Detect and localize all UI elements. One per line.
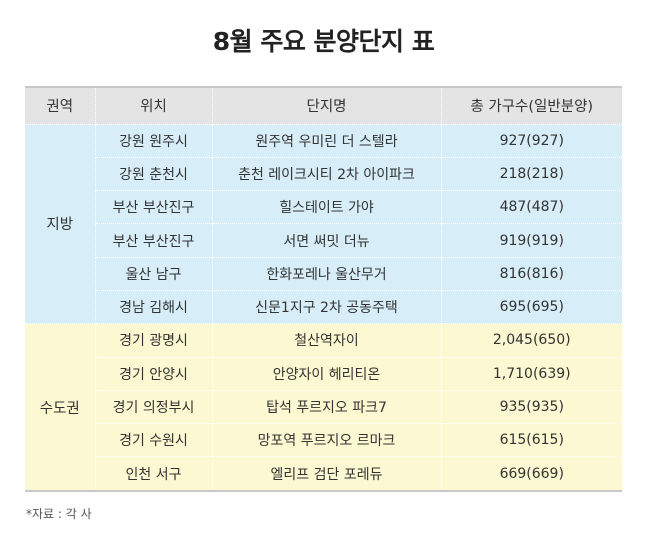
table-header-row: 권역 위치 단지명 총 가구수(일반분양) [25, 88, 622, 124]
households-cell: 935(935) [440, 389, 622, 424]
presale-table: 권역 위치 단지명 총 가구수(일반분양) 지방 강원 원주시 원주역 우미린 … [25, 86, 622, 493]
complex-cell: 원주역 우미린 더 스텔라 [211, 123, 441, 158]
table-row: 경기 수원시 망포역 푸르지오 르마크 615(615) [25, 423, 622, 457]
location-cell: 부산 부산진구 [94, 223, 212, 258]
table-row: 인천 서구 엘리프 검단 포레듀 669(669) [25, 456, 622, 491]
table-row: 부산 부산진구 서면 써밋 더뉴 919(919) [25, 223, 622, 258]
location-cell: 경기 수원시 [94, 423, 212, 457]
location-cell: 울산 남구 [94, 256, 212, 291]
table-row: 경기 안양시 안양자이 헤리티온 1,710(639) [25, 356, 622, 391]
complex-cell: 한화포레나 울산무거 [211, 256, 441, 291]
page-title: 8월 주요 분양단지 표 [212, 27, 435, 56]
location-cell: 강원 춘천시 [94, 156, 212, 191]
complex-cell: 춘천 레이크시티 2차 아이파크 [211, 156, 441, 191]
region-cell-metro: 수도권 [25, 323, 95, 491]
location-cell: 경기 광명시 [94, 323, 212, 358]
complex-cell: 서면 써밋 더뉴 [211, 223, 441, 258]
households-cell: 919(919) [440, 223, 622, 258]
header-location: 위치 [94, 88, 212, 124]
households-cell: 2,045(650) [440, 323, 622, 358]
table-row: 경남 김해시 신문1지구 2차 공동주택 695(695) [25, 289, 622, 324]
location-cell: 부산 부산진구 [94, 190, 212, 224]
households-cell: 487(487) [440, 190, 622, 224]
header-households: 총 가구수(일반분양) [440, 88, 622, 124]
table-row: 강원 춘천시 춘천 레이크시티 2차 아이파크 218(218) [25, 156, 622, 191]
complex-cell: 철산역자이 [211, 323, 441, 358]
table-row: 수도권 경기 광명시 철산역자이 2,045(650) [25, 323, 622, 491]
table-row: 울산 남구 한화포레나 울산무거 816(816) [25, 256, 622, 291]
households-cell: 218(218) [440, 156, 622, 191]
header-region: 권역 [25, 88, 95, 124]
table-row: 경기 의정부시 탑석 푸르지오 파크7 935(935) [25, 389, 622, 424]
header-complex: 단지명 [211, 88, 441, 124]
table-row: 부산 부산진구 힐스테이트 가야 487(487) [25, 190, 622, 224]
complex-cell: 엘리프 검단 포레듀 [211, 456, 441, 491]
complex-cell: 탑석 푸르지오 파크7 [211, 389, 441, 424]
complex-cell: 힐스테이트 가야 [211, 190, 441, 224]
complex-cell: 신문1지구 2차 공동주택 [211, 289, 441, 324]
source-note: *자료 : 각 사 [26, 507, 92, 521]
complex-cell: 망포역 푸르지오 르마크 [211, 423, 441, 457]
households-cell: 669(669) [440, 456, 622, 491]
households-cell: 1,710(639) [440, 356, 622, 391]
households-cell: 615(615) [440, 423, 622, 457]
households-cell: 695(695) [440, 289, 622, 324]
location-cell: 강원 원주시 [94, 123, 212, 158]
households-cell: 927(927) [440, 123, 622, 158]
region-cell-local: 지방 [25, 123, 95, 324]
table-row: 지방 강원 원주시 원주역 우미린 더 스텔라 927(927) [25, 123, 622, 324]
location-cell: 인천 서구 [94, 456, 212, 491]
households-cell: 816(816) [440, 256, 622, 291]
location-cell: 경기 의정부시 [94, 389, 212, 424]
location-cell: 경기 안양시 [94, 356, 212, 391]
location-cell: 경남 김해시 [94, 289, 212, 324]
complex-cell: 안양자이 헤리티온 [211, 356, 441, 391]
